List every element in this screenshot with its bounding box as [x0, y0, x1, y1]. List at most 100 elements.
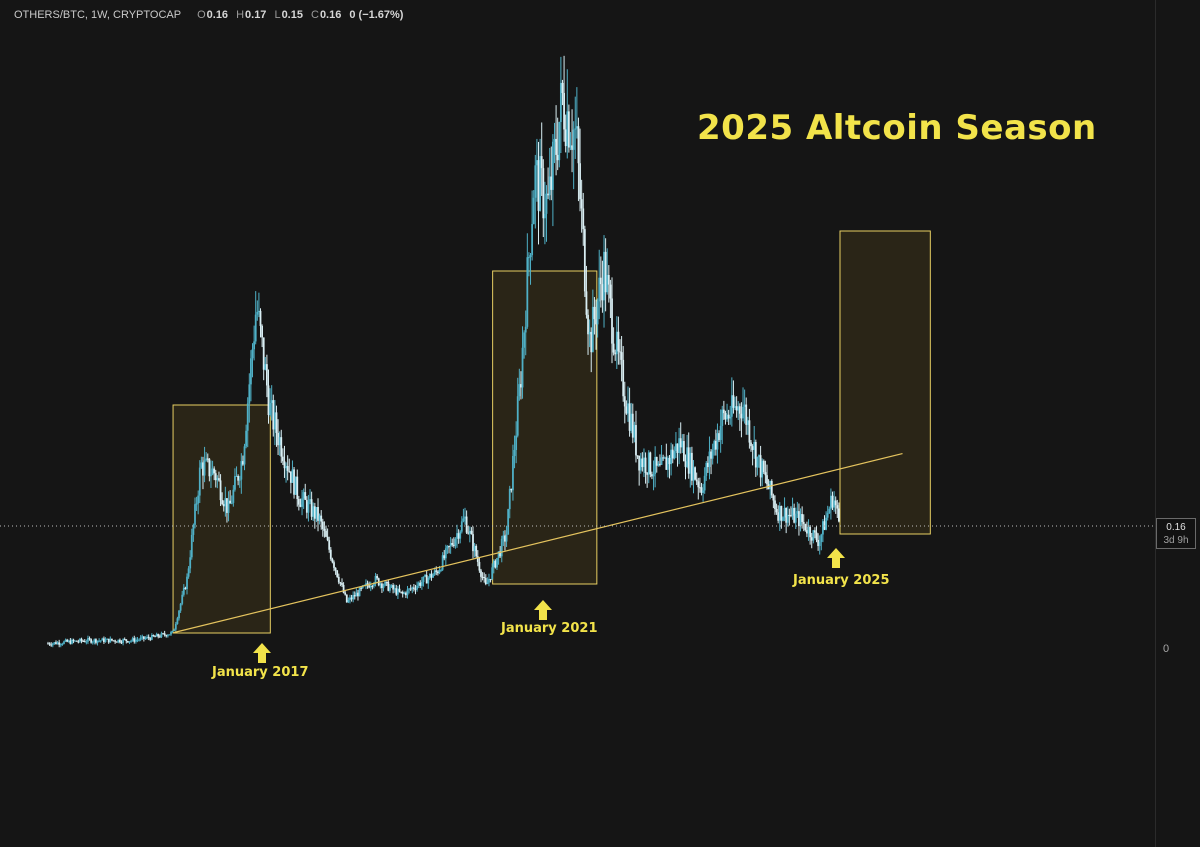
candle-body — [678, 438, 681, 453]
candle-body — [507, 509, 510, 535]
candle-body — [382, 585, 385, 589]
candle-body — [689, 452, 692, 474]
candle-body — [810, 537, 813, 541]
candle-body — [222, 504, 225, 507]
candle-body — [799, 514, 802, 527]
candle-body — [134, 639, 137, 642]
candle-body — [502, 535, 505, 539]
candle-body — [820, 534, 823, 542]
candle-body — [203, 460, 206, 476]
candle-body — [662, 457, 665, 459]
candle-body — [491, 567, 494, 579]
candle-body — [428, 573, 431, 578]
candle-body — [163, 633, 166, 636]
candle-body — [483, 577, 486, 579]
candle-body — [291, 469, 294, 483]
candle-body — [548, 176, 551, 196]
candle-body — [686, 447, 689, 467]
candle-body — [123, 639, 126, 641]
candle-body — [353, 595, 356, 597]
candle-body — [95, 639, 97, 643]
candle-body — [449, 543, 452, 547]
candle-body — [165, 635, 168, 637]
candle-body — [376, 575, 379, 579]
candle-body — [622, 359, 625, 397]
candle-body — [542, 168, 545, 219]
candle-body — [596, 301, 599, 325]
candle-body — [128, 641, 131, 643]
candle-body — [272, 400, 275, 430]
candle-body — [208, 458, 211, 477]
candle-body — [69, 640, 72, 644]
candle-body — [221, 500, 224, 505]
candle-body — [365, 583, 367, 586]
candle-body — [433, 570, 436, 575]
candle-body — [710, 451, 712, 459]
candles — [47, 55, 840, 648]
candle-body — [150, 634, 153, 640]
candle-body — [703, 475, 706, 491]
candle-body — [273, 412, 276, 430]
candle-body — [620, 352, 623, 360]
candle-body — [216, 478, 219, 481]
price-axis[interactable] — [1155, 0, 1200, 847]
candle-body — [719, 425, 722, 440]
candle-body — [484, 577, 487, 585]
candle-body — [683, 441, 685, 462]
candle-body — [452, 544, 455, 546]
candle-body — [806, 530, 808, 534]
candle-body — [238, 479, 241, 481]
candle-body — [192, 524, 195, 535]
candle-body — [232, 489, 235, 503]
candle-body — [122, 639, 124, 643]
candle-body — [528, 257, 530, 259]
candle-body — [713, 441, 716, 450]
candle-body — [67, 640, 70, 642]
candle-body — [470, 530, 473, 535]
candle-body — [478, 561, 481, 571]
candle-body — [837, 508, 840, 522]
candle-body — [512, 455, 514, 491]
candle-body — [411, 587, 414, 590]
symbol-label[interactable]: OTHERS/BTC, 1W, CRYPTOCAP — [14, 9, 182, 21]
candle-body — [440, 569, 442, 571]
change-value: 0 (−1.67%) — [349, 9, 404, 21]
candle-body — [243, 446, 246, 465]
candle-body — [510, 488, 513, 491]
candle-body — [822, 521, 824, 535]
candle-body — [788, 514, 791, 516]
candle-body — [489, 578, 492, 580]
trendline[interactable] — [172, 452, 903, 634]
candle-body — [144, 638, 147, 640]
candle-body — [98, 640, 101, 642]
candle-body — [91, 641, 94, 643]
candle-body — [786, 514, 789, 523]
candle-body — [337, 576, 340, 583]
candle-body — [706, 462, 709, 468]
candle-body — [87, 638, 89, 642]
current-price-tag: 0.16 3d 9h — [1156, 518, 1196, 549]
current-price-value: 0.16 — [1166, 522, 1186, 533]
candle-body — [615, 331, 618, 355]
candle-body — [130, 640, 132, 642]
candle-body — [705, 462, 708, 476]
candle-body — [345, 594, 348, 603]
candle-body — [210, 474, 212, 477]
candle-body — [309, 499, 311, 502]
candle-body — [515, 435, 518, 451]
price-chart[interactable] — [0, 0, 1155, 847]
candle-body — [265, 364, 268, 386]
candle-body — [395, 588, 398, 595]
price-axis-zero-label: 0 — [1163, 643, 1170, 655]
candle-body — [780, 505, 783, 521]
candle-body — [451, 543, 454, 545]
candle-body — [561, 82, 564, 94]
up-arrow-icon — [253, 643, 271, 663]
candle-body — [157, 634, 160, 637]
candle-body — [304, 492, 307, 500]
candle-body — [647, 452, 650, 475]
candle-body — [430, 573, 433, 578]
candle-body — [681, 441, 684, 448]
candle-body — [815, 532, 818, 540]
candle-body — [774, 500, 776, 509]
